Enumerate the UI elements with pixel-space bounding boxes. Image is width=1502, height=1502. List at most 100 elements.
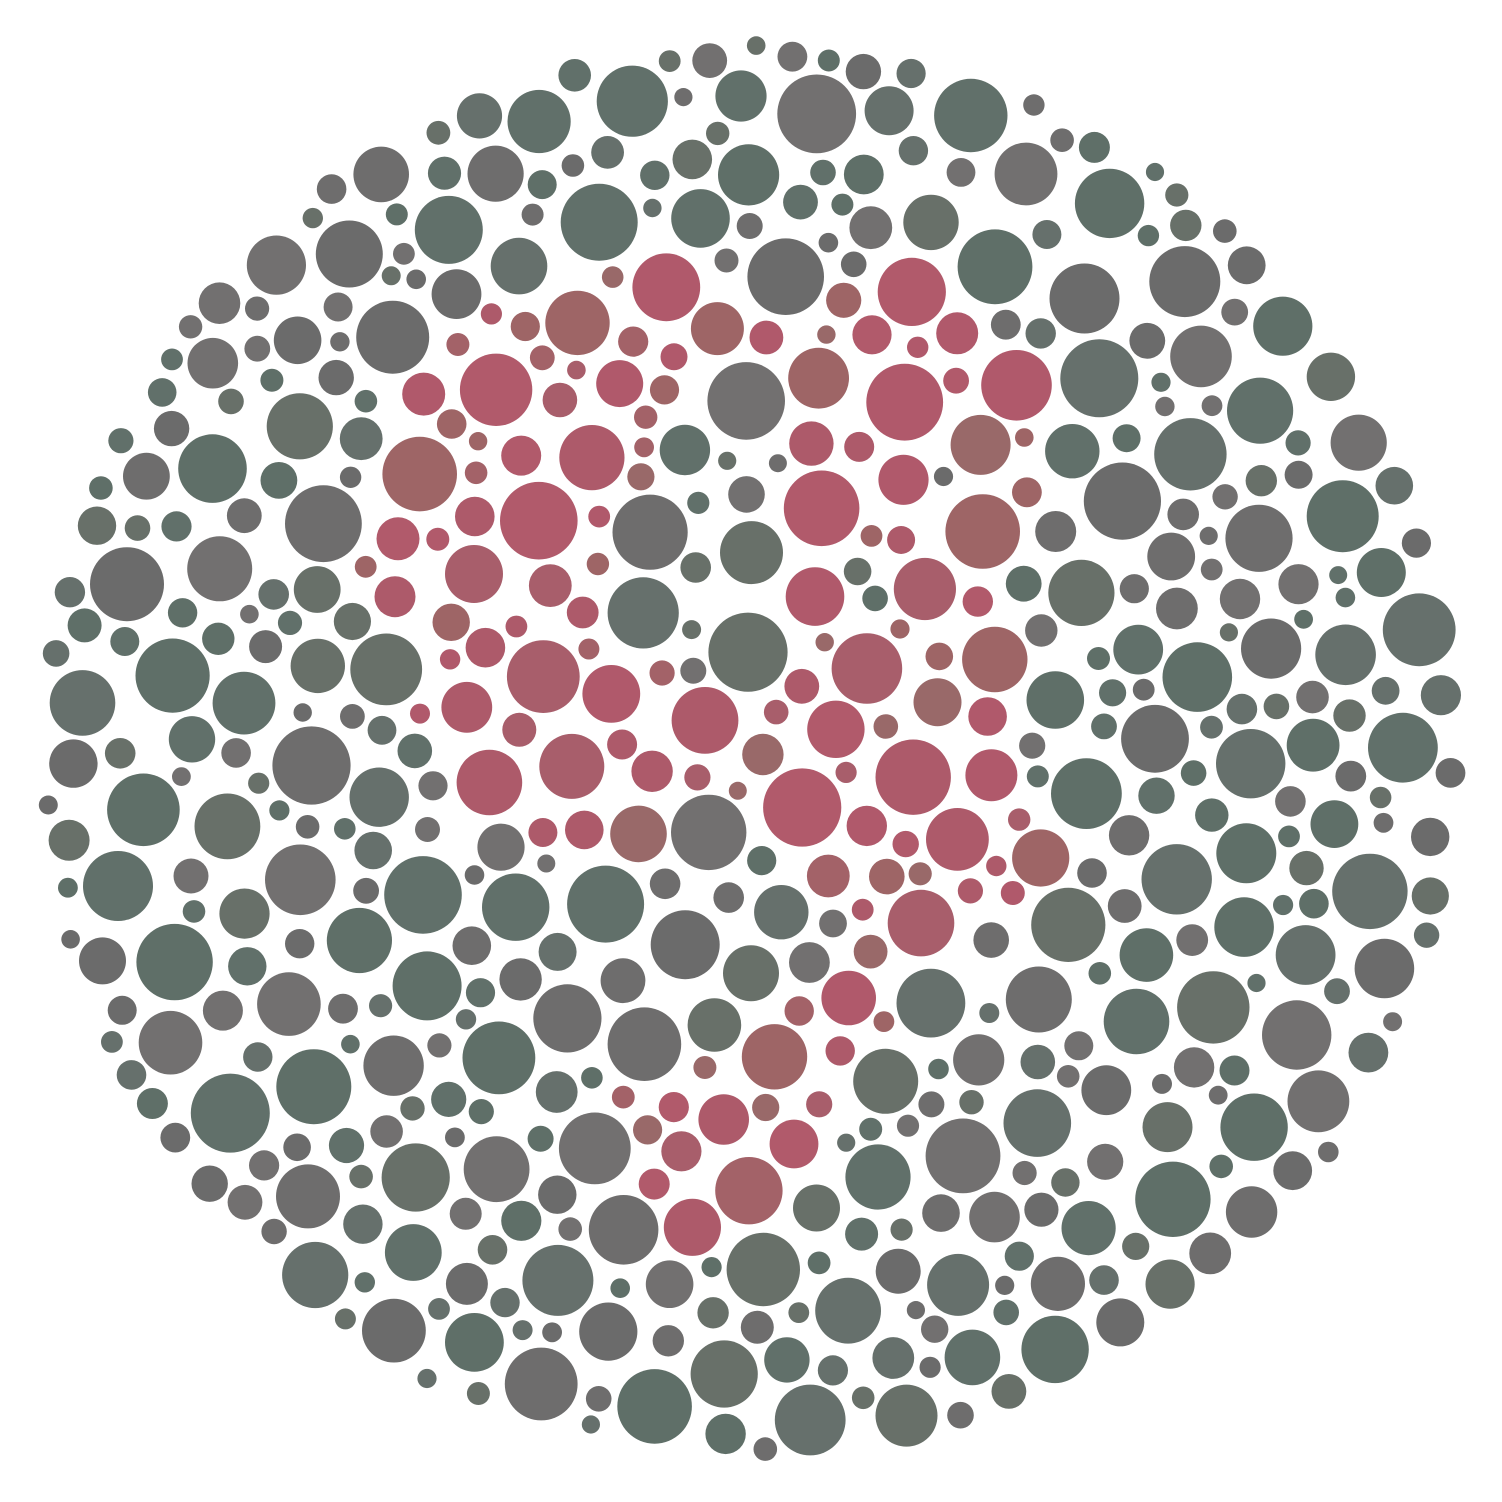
figure-dot [376,517,420,561]
field-dot [248,772,270,794]
field-dot [1032,220,1062,249]
field-dot [843,154,884,195]
field-dot [1004,1241,1034,1271]
field-dot [1296,680,1329,714]
field-dot [692,43,728,78]
field-dot [1332,853,1408,930]
field-dot [1005,966,1072,1033]
field-dot [1051,1168,1080,1197]
field-dot [172,767,191,786]
figure-dot [468,432,488,451]
figure-dot [962,626,1028,693]
field-dot [1108,815,1150,856]
field-dot [957,229,1033,305]
field-dot [315,220,383,288]
figure-dot [607,729,638,760]
field-dot [747,238,824,315]
field-dot [1087,647,1110,670]
field-dot [747,846,777,876]
field-dot [276,1164,340,1229]
figure-dot [981,350,1052,421]
field-dot [1165,183,1189,207]
field-dot [67,608,102,643]
field-dot [1135,1161,1211,1238]
figure-dot [825,1036,855,1066]
figure-dot [907,336,929,358]
field-dot [1141,844,1212,915]
field-dot [1201,395,1223,417]
figure-dot [957,878,984,904]
field-dot [1170,325,1232,388]
field-dot [258,579,290,610]
field-dot [793,1184,840,1232]
field-dot [697,1297,729,1329]
field-dot [1064,1031,1094,1061]
figure-dot [596,360,644,408]
field-dot [77,506,117,545]
field-dot [680,657,707,684]
field-dot [257,972,321,1036]
figure-dot [464,461,488,485]
field-dot [1142,1102,1193,1153]
field-dot [1113,624,1164,675]
field-dot [612,494,688,570]
field-dot [726,1232,800,1307]
field-dot [588,1195,659,1265]
field-dot [607,577,679,649]
figure-dot [529,345,555,371]
figure-dot [1000,881,1025,905]
field-dot [1176,924,1209,956]
field-dot [339,466,362,488]
field-dot [449,1197,482,1230]
figure-dot [465,627,506,668]
field-dot [219,888,270,939]
field-dot [819,909,847,938]
field-dot [445,1262,488,1305]
field-dot [1216,823,1277,884]
figure-dot [844,431,875,462]
field-dot [477,823,525,871]
field-dot [1356,548,1406,597]
field-dot [1413,922,1440,948]
figure-dot [634,405,658,429]
field-dot [1026,671,1085,729]
field-dot [249,630,283,664]
field-dot [295,815,320,839]
field-dot [218,388,244,415]
field-dot [581,1067,603,1089]
field-dot [42,640,70,667]
figure-dot [749,320,784,355]
field-dot [927,1253,990,1316]
field-dot [1275,925,1336,985]
figure-dot [936,312,979,355]
figure-dot [890,619,910,639]
field-dot [1200,715,1223,739]
field-dot [1275,786,1306,817]
figure-dot [432,603,470,641]
figure-dot [741,1024,808,1090]
field-dot [928,1058,949,1080]
field-dot [1411,817,1450,857]
figure-dot [908,862,932,886]
field-dot [1145,1259,1195,1309]
figure-dot [943,367,969,394]
field-dot [462,1021,536,1095]
field-dot [273,316,322,365]
field-dot [221,738,251,768]
field-dot [244,335,271,362]
field-dot [561,154,585,177]
field-dot [542,1322,562,1343]
figure-dot [663,1198,722,1256]
field-dot [363,1035,424,1096]
figure-dot [658,1092,689,1123]
field-dot [1005,565,1042,602]
field-dot [1089,1265,1119,1295]
figure-dot [925,642,954,671]
field-dot [326,907,392,974]
field-dot [272,726,351,805]
field-dot [1318,1141,1339,1163]
field-dot [789,942,830,983]
field-dot [266,393,333,460]
field-dot [934,78,1008,153]
field-dot [426,120,451,145]
